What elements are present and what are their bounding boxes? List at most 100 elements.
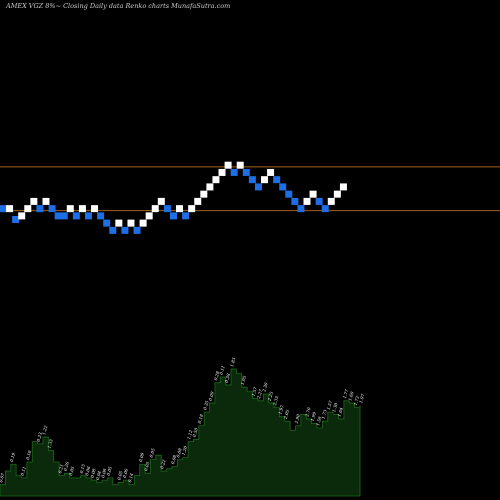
down-brick — [84, 212, 92, 220]
volume-label: 2.05 — [283, 409, 291, 421]
down-brick — [285, 190, 293, 198]
down-brick — [163, 205, 171, 213]
up-brick — [30, 197, 38, 205]
volume-label: 1.30 — [331, 402, 338, 413]
volume-label: 0.19 — [9, 452, 16, 463]
volume-label: 0.05 — [106, 466, 113, 477]
volume-label: 1.73 — [353, 395, 360, 406]
down-brick — [48, 205, 56, 213]
up-brick — [212, 176, 220, 184]
volume-labels: 0.070.190.110.100.231.221.330.210.260.05… — [0, 0, 377, 483]
up-brick — [24, 205, 32, 213]
up-brick — [188, 205, 196, 213]
volume-label: 0.06 — [84, 466, 91, 477]
volume-label: 0.08 — [89, 468, 96, 479]
down-brick — [291, 197, 299, 205]
volume-label: 0.26 — [63, 461, 70, 472]
volume-label: 1.57 — [251, 386, 258, 397]
up-brick — [218, 168, 226, 176]
volume-label: 0.50 — [192, 427, 199, 438]
volume-label: 0.14 — [127, 472, 134, 483]
volume-label: 0.38 — [224, 373, 231, 384]
volume-label: 0.09 — [208, 391, 215, 402]
volume-label: 2.90 — [293, 413, 301, 425]
up-brick — [151, 205, 159, 213]
down-brick — [182, 212, 190, 220]
volume-label: 2.33 — [272, 395, 280, 407]
up-brick — [236, 161, 244, 169]
down-brick — [279, 183, 287, 191]
down-brick — [103, 219, 111, 227]
volume-label: 0.05 — [143, 461, 150, 472]
volume-label: 0.05 — [116, 470, 123, 481]
down-brick — [72, 212, 80, 220]
volume-label: 1.58 — [315, 416, 322, 427]
up-brick — [200, 190, 208, 198]
volume-label: 2.27 — [256, 388, 264, 400]
volume-label: 2.30 — [261, 382, 269, 394]
down-brick — [297, 205, 305, 213]
up-brick — [42, 197, 50, 205]
down-brick — [36, 205, 44, 213]
volume-label: 0.05 — [68, 466, 75, 477]
volume-label: 0.07 — [0, 472, 5, 483]
up-brick — [127, 219, 135, 227]
volume-label: 1.22 — [41, 425, 48, 436]
up-brick — [333, 190, 341, 198]
chart-header-title: AMEX VGZ 8%~ Closing Daily data Renko ch… — [5, 2, 230, 10]
down-brick — [0, 205, 7, 213]
volume-label: 1.57 — [326, 400, 333, 411]
up-brick — [66, 205, 74, 213]
down-brick — [230, 168, 238, 176]
volume-label: 1.77 — [342, 388, 349, 399]
down-brick — [242, 168, 250, 176]
volume-label: 0.23 — [36, 432, 43, 443]
volume-label: 0.06 — [122, 468, 129, 479]
volume-label: 0.21 — [57, 464, 64, 474]
volume-label: 1.64 — [337, 407, 344, 418]
up-brick — [224, 161, 232, 169]
volume-label: 2.70 — [304, 407, 312, 419]
up-brick — [18, 212, 26, 220]
volume-label: 2.25 — [267, 391, 275, 403]
volume-label: 0.08 — [175, 447, 182, 458]
volume-label: 1.95 — [240, 375, 247, 386]
down-brick — [248, 176, 256, 184]
up-brick — [91, 205, 99, 213]
up-brick — [6, 205, 14, 213]
volume-label: 0.08 — [100, 468, 107, 479]
down-brick — [315, 197, 323, 205]
volume-label: 0.04 — [95, 470, 102, 481]
volume-label: 1.69 — [347, 391, 354, 402]
renko-bricks — [0, 161, 347, 234]
down-brick — [109, 226, 117, 234]
up-brick — [176, 205, 184, 213]
up-brick — [309, 190, 317, 198]
volume-label: 0.11 — [20, 466, 27, 476]
up-brick — [327, 197, 335, 205]
volume-label: 0.35 — [202, 400, 209, 411]
up-brick — [267, 168, 275, 176]
up-brick — [339, 183, 347, 191]
up-brick — [303, 197, 311, 205]
volume-label: 1.83 — [229, 357, 236, 368]
up-brick — [194, 197, 202, 205]
volume-label: 1.12 — [186, 429, 193, 440]
volume-label: 0.10 — [25, 450, 32, 461]
volume-label: 1.73 — [321, 409, 328, 420]
up-brick — [145, 212, 153, 220]
volume-label: 1.20 — [181, 445, 188, 456]
down-brick — [54, 212, 62, 220]
volume-label: 1.97 — [358, 393, 365, 404]
down-brick — [60, 212, 68, 220]
down-brick — [321, 205, 329, 213]
up-brick — [115, 219, 123, 227]
volume-area-path — [0, 368, 361, 497]
down-brick — [121, 226, 129, 234]
down-brick — [169, 212, 177, 220]
volume-label: 0.15 — [79, 463, 86, 474]
volume-label: 1.97 — [278, 404, 285, 415]
volume-label: 1.33 — [46, 438, 53, 449]
volume-area — [0, 368, 361, 497]
down-brick — [97, 212, 105, 220]
